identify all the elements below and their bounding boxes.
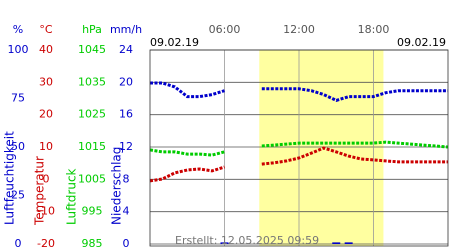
axis-unit: hPa <box>82 23 102 36</box>
y-tick-label: 16 <box>119 108 133 121</box>
y-tick-label: -20 <box>37 237 55 250</box>
date-start: 09.02.19 <box>150 36 199 49</box>
precip-bar <box>344 242 353 244</box>
precip-bar <box>220 242 229 244</box>
y-tick-label: 995 <box>82 205 103 218</box>
axis-unit: % <box>13 23 23 36</box>
y-tick-label: 20 <box>119 75 133 88</box>
y-tick-label: 25 <box>11 189 25 202</box>
x-tick-label: 06:00 <box>209 23 241 36</box>
y-tick-label: 0 <box>123 237 130 250</box>
plot-frame <box>149 49 449 247</box>
axis-unit: °C <box>39 23 53 36</box>
y-tick-label: 50 <box>11 140 25 153</box>
y-tick-label: 4 <box>123 205 130 218</box>
axis-title: Luftfeuchtigkeit <box>3 131 17 225</box>
y-tick-label: -10 <box>37 205 55 218</box>
series-line <box>149 140 449 157</box>
series-line <box>149 146 448 183</box>
y-tick-label: 985 <box>82 237 103 250</box>
y-tick-label: 8 <box>123 172 130 185</box>
series-line <box>150 81 448 103</box>
footer: Erstellt: 12.05.2025 09:59 <box>175 234 319 247</box>
y-tick-label: 1015 <box>78 140 106 153</box>
y-tick-label: 1005 <box>78 172 106 185</box>
x-tick-label: 18:00 <box>358 23 390 36</box>
y-tick-label: 100 <box>8 43 29 56</box>
x-tick-label: 12:00 <box>283 23 315 36</box>
y-tick-label: 40 <box>39 43 53 56</box>
date-end: 09.02.19 <box>397 36 446 49</box>
y-tick-label: 30 <box>39 75 53 88</box>
y-tick-label: 24 <box>119 43 133 56</box>
y-tick-label: 75 <box>11 92 25 105</box>
axis-title: Luftdruck <box>65 168 79 225</box>
y-tick-label: 1025 <box>78 108 106 121</box>
y-tick-label: 0 <box>15 237 22 250</box>
y-tick-label: 20 <box>39 108 53 121</box>
y-tick-label: 10 <box>39 140 53 153</box>
y-tick-label: 12 <box>119 140 133 153</box>
y-tick-label: 1035 <box>78 75 106 88</box>
axis-title: Temperatur <box>33 156 47 226</box>
y-tick-label: 0 <box>43 172 50 185</box>
precip-bar <box>332 242 341 244</box>
daylight-band <box>259 50 384 246</box>
y-tick-label: 1045 <box>78 43 106 56</box>
axis-unit: mm/h <box>110 23 142 36</box>
axis-title: Niederschlag <box>110 147 124 225</box>
